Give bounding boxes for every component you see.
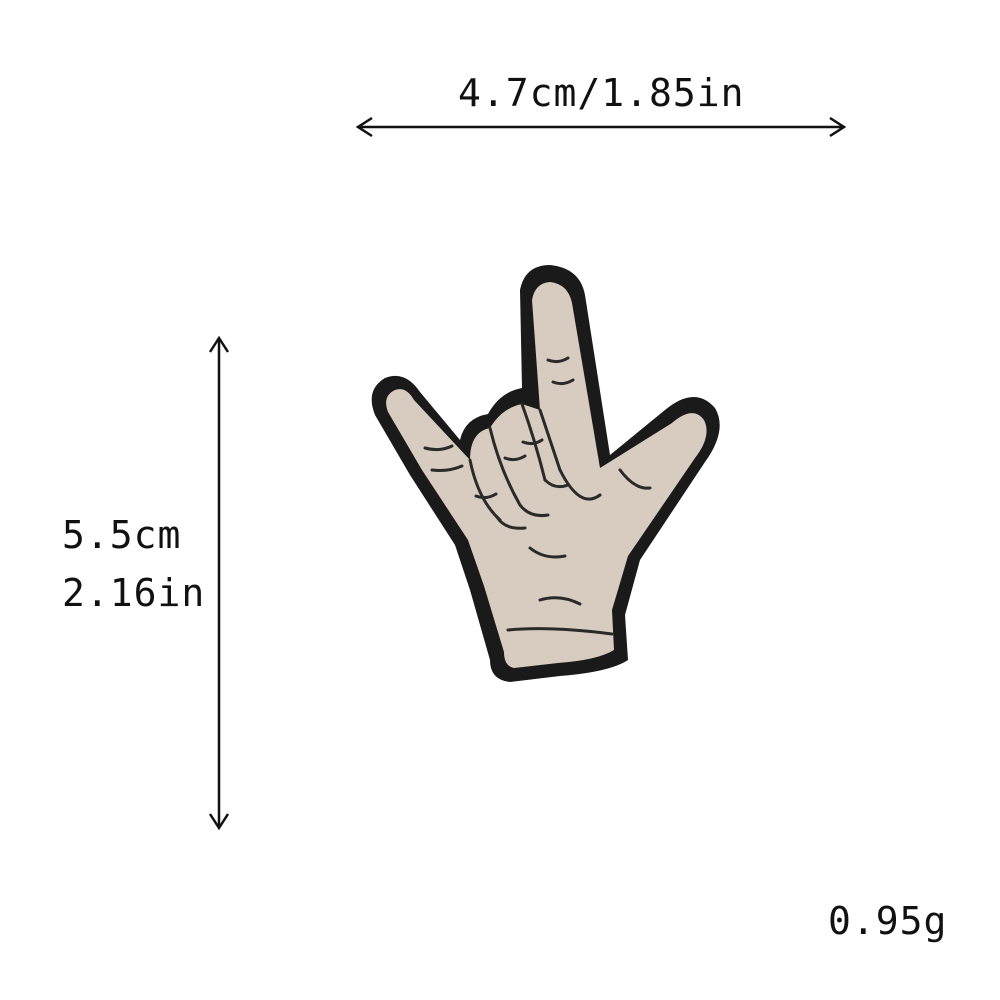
hand-stitch-details	[423, 356, 652, 636]
height-measurement-label-cm: 5.5cm	[62, 513, 182, 557]
width-arrow-icon	[355, 116, 847, 138]
weight-label: 0.95g	[828, 899, 948, 943]
width-measurement-label: 4.7cm/1.85in	[458, 71, 745, 115]
height-arrow-icon	[208, 335, 230, 831]
hand-fill	[386, 282, 707, 668]
height-measurement-label-in: 2.16in	[62, 571, 206, 615]
